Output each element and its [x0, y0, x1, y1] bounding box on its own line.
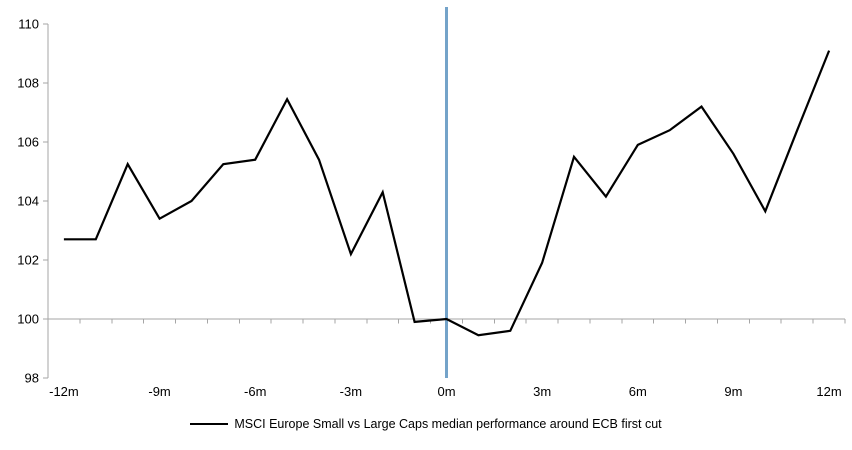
legend-label: MSCI Europe Small vs Large Caps median p… [234, 417, 662, 431]
x-axis-tick-label: 0m [437, 384, 455, 399]
axis-labels-layer: 98 100 102 104 106 108 110 -12m -9m -6m -3m 0m 3m 6m 9… [17, 17, 841, 400]
y-axis-tick-label: 100 [17, 312, 39, 327]
x-axis-tick-label: 12m [816, 384, 841, 399]
y-axis-tick-label: 102 [17, 253, 39, 268]
x-axis-tick-label: -3m [340, 384, 362, 399]
legend: MSCI Europe Small vs Large Caps median p… [0, 417, 852, 431]
y-axis-tick-label: 104 [17, 194, 39, 209]
x-axis-tick-label: 3m [533, 384, 551, 399]
legend-line-icon [190, 423, 229, 425]
y-axis-tick-label: 98 [25, 371, 39, 386]
x-axis-tick-label: -6m [244, 384, 266, 399]
y-axis-tick-label: 106 [17, 135, 39, 150]
x-axis-tick-label: -12m [49, 384, 79, 399]
x-axis-tick-label: 6m [629, 384, 647, 399]
axes-layer [43, 23, 846, 379]
y-axis-tick-label: 108 [17, 76, 39, 91]
y-axis-tick-label: 110 [18, 17, 39, 32]
series-line [63, 50, 831, 337]
series-layer [63, 50, 831, 337]
x-axis-tick-label: -9m [148, 384, 170, 399]
x-axis-tick-label: 9m [724, 384, 742, 399]
